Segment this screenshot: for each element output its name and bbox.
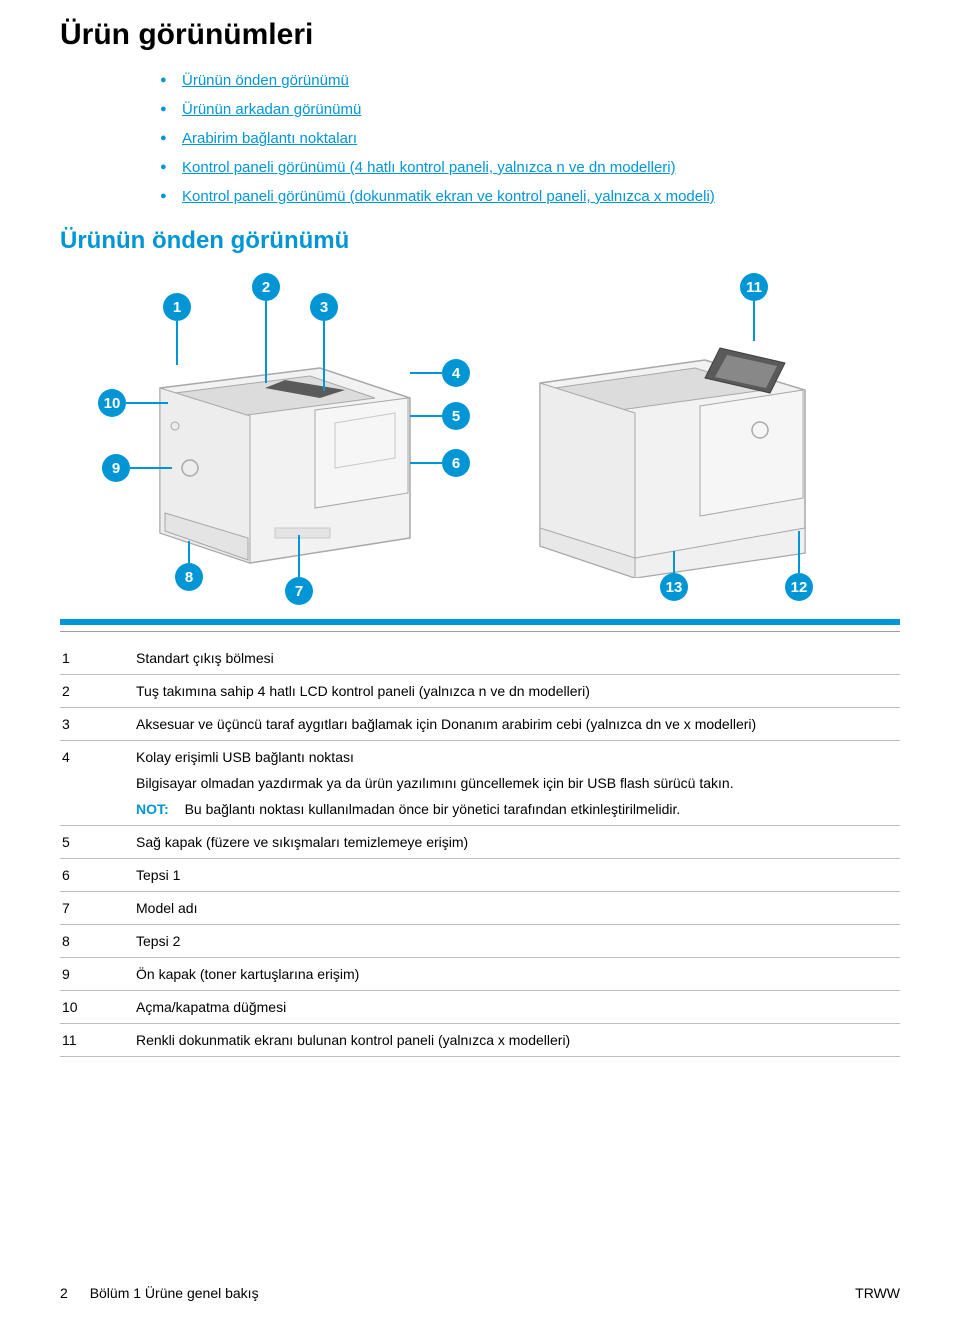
row-4-extra: Bilgisayar olmadan yazdırmak ya da ürün … — [136, 775, 894, 791]
printer-left-illustration — [140, 338, 440, 568]
table-row: 5Sağ kapak (füzere ve sıkışmaları temizl… — [60, 826, 900, 859]
row-4-note: NOT: Bu bağlantı noktası kullanılmadan ö… — [136, 801, 894, 817]
table-row: 9Ön kapak (toner kartuşlarına erişim) — [60, 958, 900, 991]
note-label: NOT: — [136, 801, 169, 817]
footer-right: TRWW — [855, 1285, 900, 1301]
table-row: 4 Kolay erişimli USB bağlantı noktası Bi… — [60, 741, 900, 826]
diagram-separator-bar — [60, 619, 900, 625]
table-row: 10Açma/kapatma düğmesi — [60, 991, 900, 1024]
table-row: 1Standart çıkış bölmesi — [60, 642, 900, 675]
table-row: 8Tepsi 2 — [60, 925, 900, 958]
note-text: Bu bağlantı noktası kullanılmadan önce b… — [185, 801, 681, 817]
page-title: Ürün görünümleri — [60, 18, 900, 52]
toc-links: Ürünün önden görünümü Ürünün arkadan gör… — [60, 72, 900, 205]
table-row: 2Tuş takımına sahip 4 hatlı LCD kontrol … — [60, 675, 900, 708]
printer-right-illustration — [520, 328, 840, 578]
table-row: 7Model adı — [60, 892, 900, 925]
link-control-panel-touch[interactable]: Kontrol paneli görünümü (dokunmatik ekra… — [182, 188, 715, 205]
link-front-view[interactable]: Ürünün önden görünümü — [182, 72, 349, 89]
footer-chapter: Bölüm 1 Ürüne genel bakış — [90, 1285, 259, 1301]
table-row: 6Tepsi 1 — [60, 859, 900, 892]
link-rear-view[interactable]: Ürünün arkadan görünümü — [182, 101, 361, 118]
section-title: Ürünün önden görünümü — [60, 227, 900, 255]
front-view-diagram: 1 2 3 4 5 6 7 8 9 10 11 13 — [60, 273, 900, 613]
link-control-panel-4line[interactable]: Kontrol paneli görünümü (4 hatlı kontrol… — [182, 159, 676, 176]
row-4-main: Kolay erişimli USB bağlantı noktası — [136, 749, 894, 765]
footer-page-number: 2 — [60, 1285, 68, 1301]
diagram-separator-line — [60, 631, 900, 632]
table-row: 11Renkli dokunmatik ekranı bulunan kontr… — [60, 1024, 900, 1057]
page-footer: 2 Bölüm 1 Ürüne genel bakış TRWW — [60, 1285, 900, 1301]
link-interface-ports[interactable]: Arabirim bağlantı noktaları — [182, 130, 357, 147]
parts-table: 1Standart çıkış bölmesi 2Tuş takımına sa… — [60, 642, 900, 1057]
table-row: 3Aksesuar ve üçüncü taraf aygıtları bağl… — [60, 708, 900, 741]
